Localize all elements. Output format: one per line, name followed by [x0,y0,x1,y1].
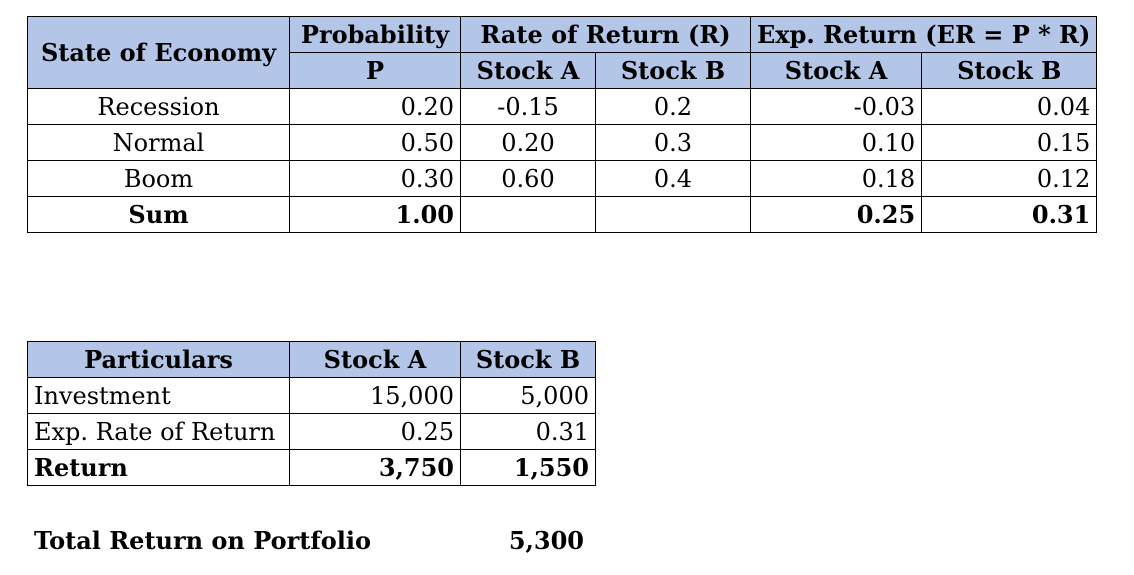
p-subheader: P [289,52,461,89]
probability-header: Probability [289,16,461,53]
probability-cell: 0.20 [289,88,461,125]
subheader-row: P Stock A Stock B Stock A Stock B [28,52,1098,89]
table-row: Boom 0.30 0.60 0.4 0.18 0.12 [27,160,1098,197]
stock-a-header: Stock A [289,341,461,378]
rate-stock-b-cell: 0.2 [595,88,751,125]
er-stock-a-cell: 0.10 [749,124,923,161]
rate-stock-b-subheader: Stock B [595,52,751,89]
sum-er-stock-a: 0.25 [749,196,923,233]
er-stock-a-subheader: Stock A [749,52,923,89]
return-stock-b: 1,550 [460,449,596,486]
rate-stock-b-cell: 0.3 [595,124,751,161]
sum-rate-stock-a [460,196,596,233]
header-row: Particulars Stock A Stock B [27,341,596,378]
sum-probability: 1.00 [289,196,461,233]
rate-stock-a-cell: 0.20 [460,124,596,161]
sum-er-stock-b: 0.31 [921,196,1098,233]
state-of-economy-header: State of Economy [27,16,290,89]
state-cell: Recession [27,88,290,125]
particular-label: Exp. Rate of Return [27,413,290,450]
rate-stock-a-subheader: Stock A [460,52,596,89]
table-row: Exp. Rate of Return 0.25 0.31 [27,413,596,450]
probability-cell: 0.50 [289,124,461,161]
rate-of-return-header: Rate of Return (R) [460,16,751,53]
particulars-header: Particulars [27,341,290,378]
stock-a-value: 15,000 [289,377,461,414]
table-row: Normal 0.50 0.20 0.3 0.10 0.15 [27,124,1098,161]
rate-stock-a-cell: 0.60 [460,160,596,197]
state-cell: Normal [27,124,290,161]
state-cell: Boom [27,160,290,197]
stock-b-value: 5,000 [460,377,596,414]
header-row: State of Economy Probability Rate of Ret… [27,16,1098,89]
stock-b-header: Stock B [460,341,596,378]
particular-label: Investment [27,377,290,414]
rate-stock-a-cell: -0.15 [460,88,596,125]
sum-rate-stock-b [595,196,751,233]
stock-b-value: 0.31 [460,413,596,450]
er-stock-b-subheader: Stock B [921,52,1098,89]
rate-stock-b-cell: 0.4 [595,160,751,197]
sum-row: Sum 1.00 0.25 0.31 [27,196,1098,233]
stock-a-value: 0.25 [289,413,461,450]
sum-label: Sum [27,196,290,233]
er-stock-b-cell: 0.12 [921,160,1098,197]
exp-return-header: Exp. Return (ER = P * R) [749,16,1098,53]
portfolio-table: Particulars Stock A Stock B Investment 1… [27,341,596,486]
return-label: Return [27,449,290,486]
return-stock-a: 3,750 [289,449,461,486]
er-stock-b-cell: 0.04 [921,88,1098,125]
total-return-value: 5,300 [508,526,584,555]
table-row: Recession 0.20 -0.15 0.2 -0.03 0.04 [27,88,1098,125]
expected-return-table: State of Economy Probability Rate of Ret… [27,16,1098,233]
er-stock-b-cell: 0.15 [921,124,1098,161]
return-row: Return 3,750 1,550 [27,449,596,486]
probability-cell: 0.30 [289,160,461,197]
er-stock-a-cell: -0.03 [749,88,923,125]
total-return-label: Total Return on Portfolio [34,526,371,555]
er-stock-a-cell: 0.18 [749,160,923,197]
table-row: Investment 15,000 5,000 [27,377,596,414]
